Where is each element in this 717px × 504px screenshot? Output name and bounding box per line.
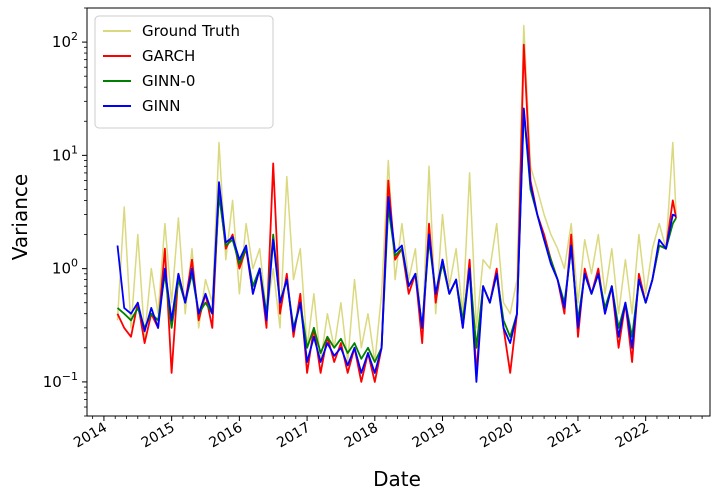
- legend: Ground Truth GARCH GINN-0 GINN: [94, 15, 274, 129]
- legend-label: GINN-0: [142, 72, 195, 90]
- y-tick-label: 101: [52, 143, 78, 164]
- y-tick-label: 102: [52, 30, 78, 51]
- y-tick-label: 100: [52, 257, 78, 278]
- legend-label: GINN: [142, 97, 181, 115]
- legend-label: GARCH: [142, 47, 195, 65]
- y-axis: 10−1 100 101 102: [43, 7, 87, 417]
- series-layer: [116, 24, 677, 383]
- axes-frame: [86, 7, 711, 417]
- y-tick-label: 10−1: [43, 370, 78, 391]
- y-axis-label: Variance: [8, 174, 32, 260]
- legend-box: [94, 15, 274, 129]
- x-axis-label: Date: [373, 467, 421, 491]
- series-line-ginn: [116, 107, 677, 383]
- legend-label: Ground Truth: [142, 22, 240, 40]
- series-line-garch: [116, 43, 677, 383]
